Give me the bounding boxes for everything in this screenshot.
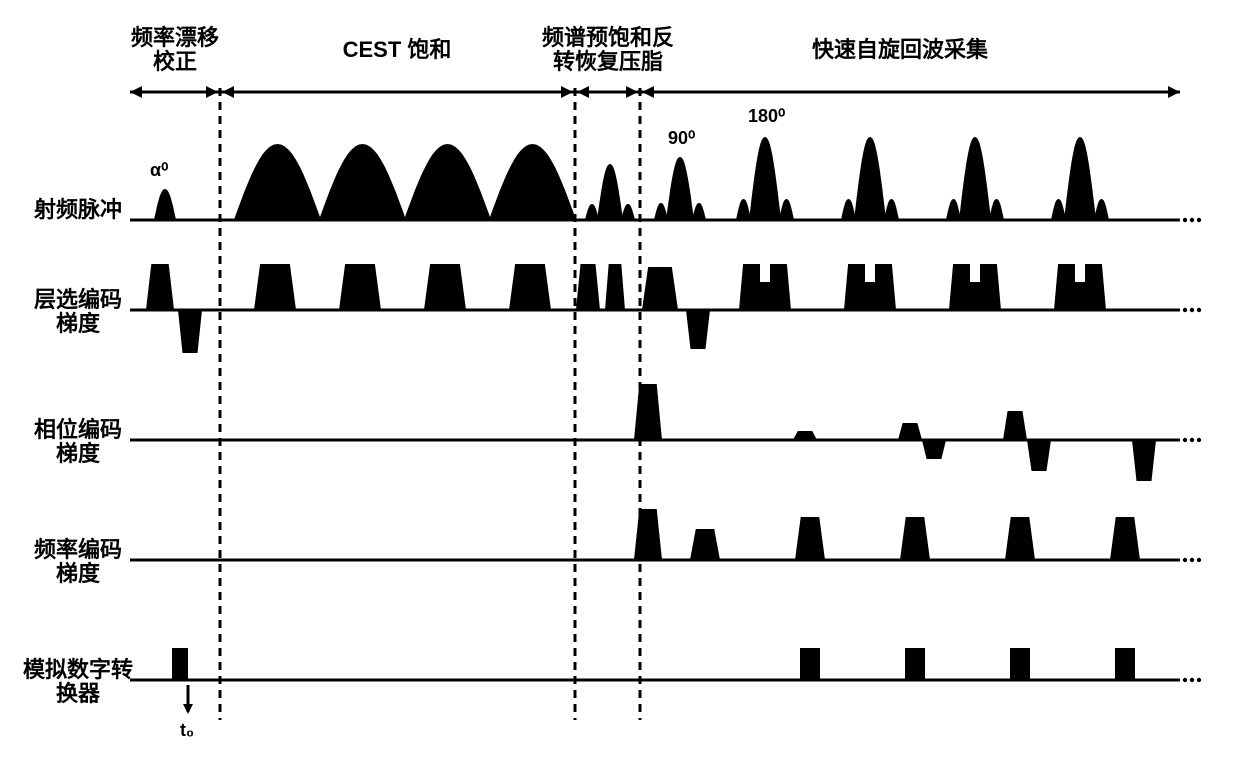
sequence-svg [20,20,1219,751]
pulse-sequence-diagram: 频率漂移 校正 CEST 饱和 频谱预饱和反 转恢复压脂 快速自旋回波采集 射频… [20,20,1219,751]
